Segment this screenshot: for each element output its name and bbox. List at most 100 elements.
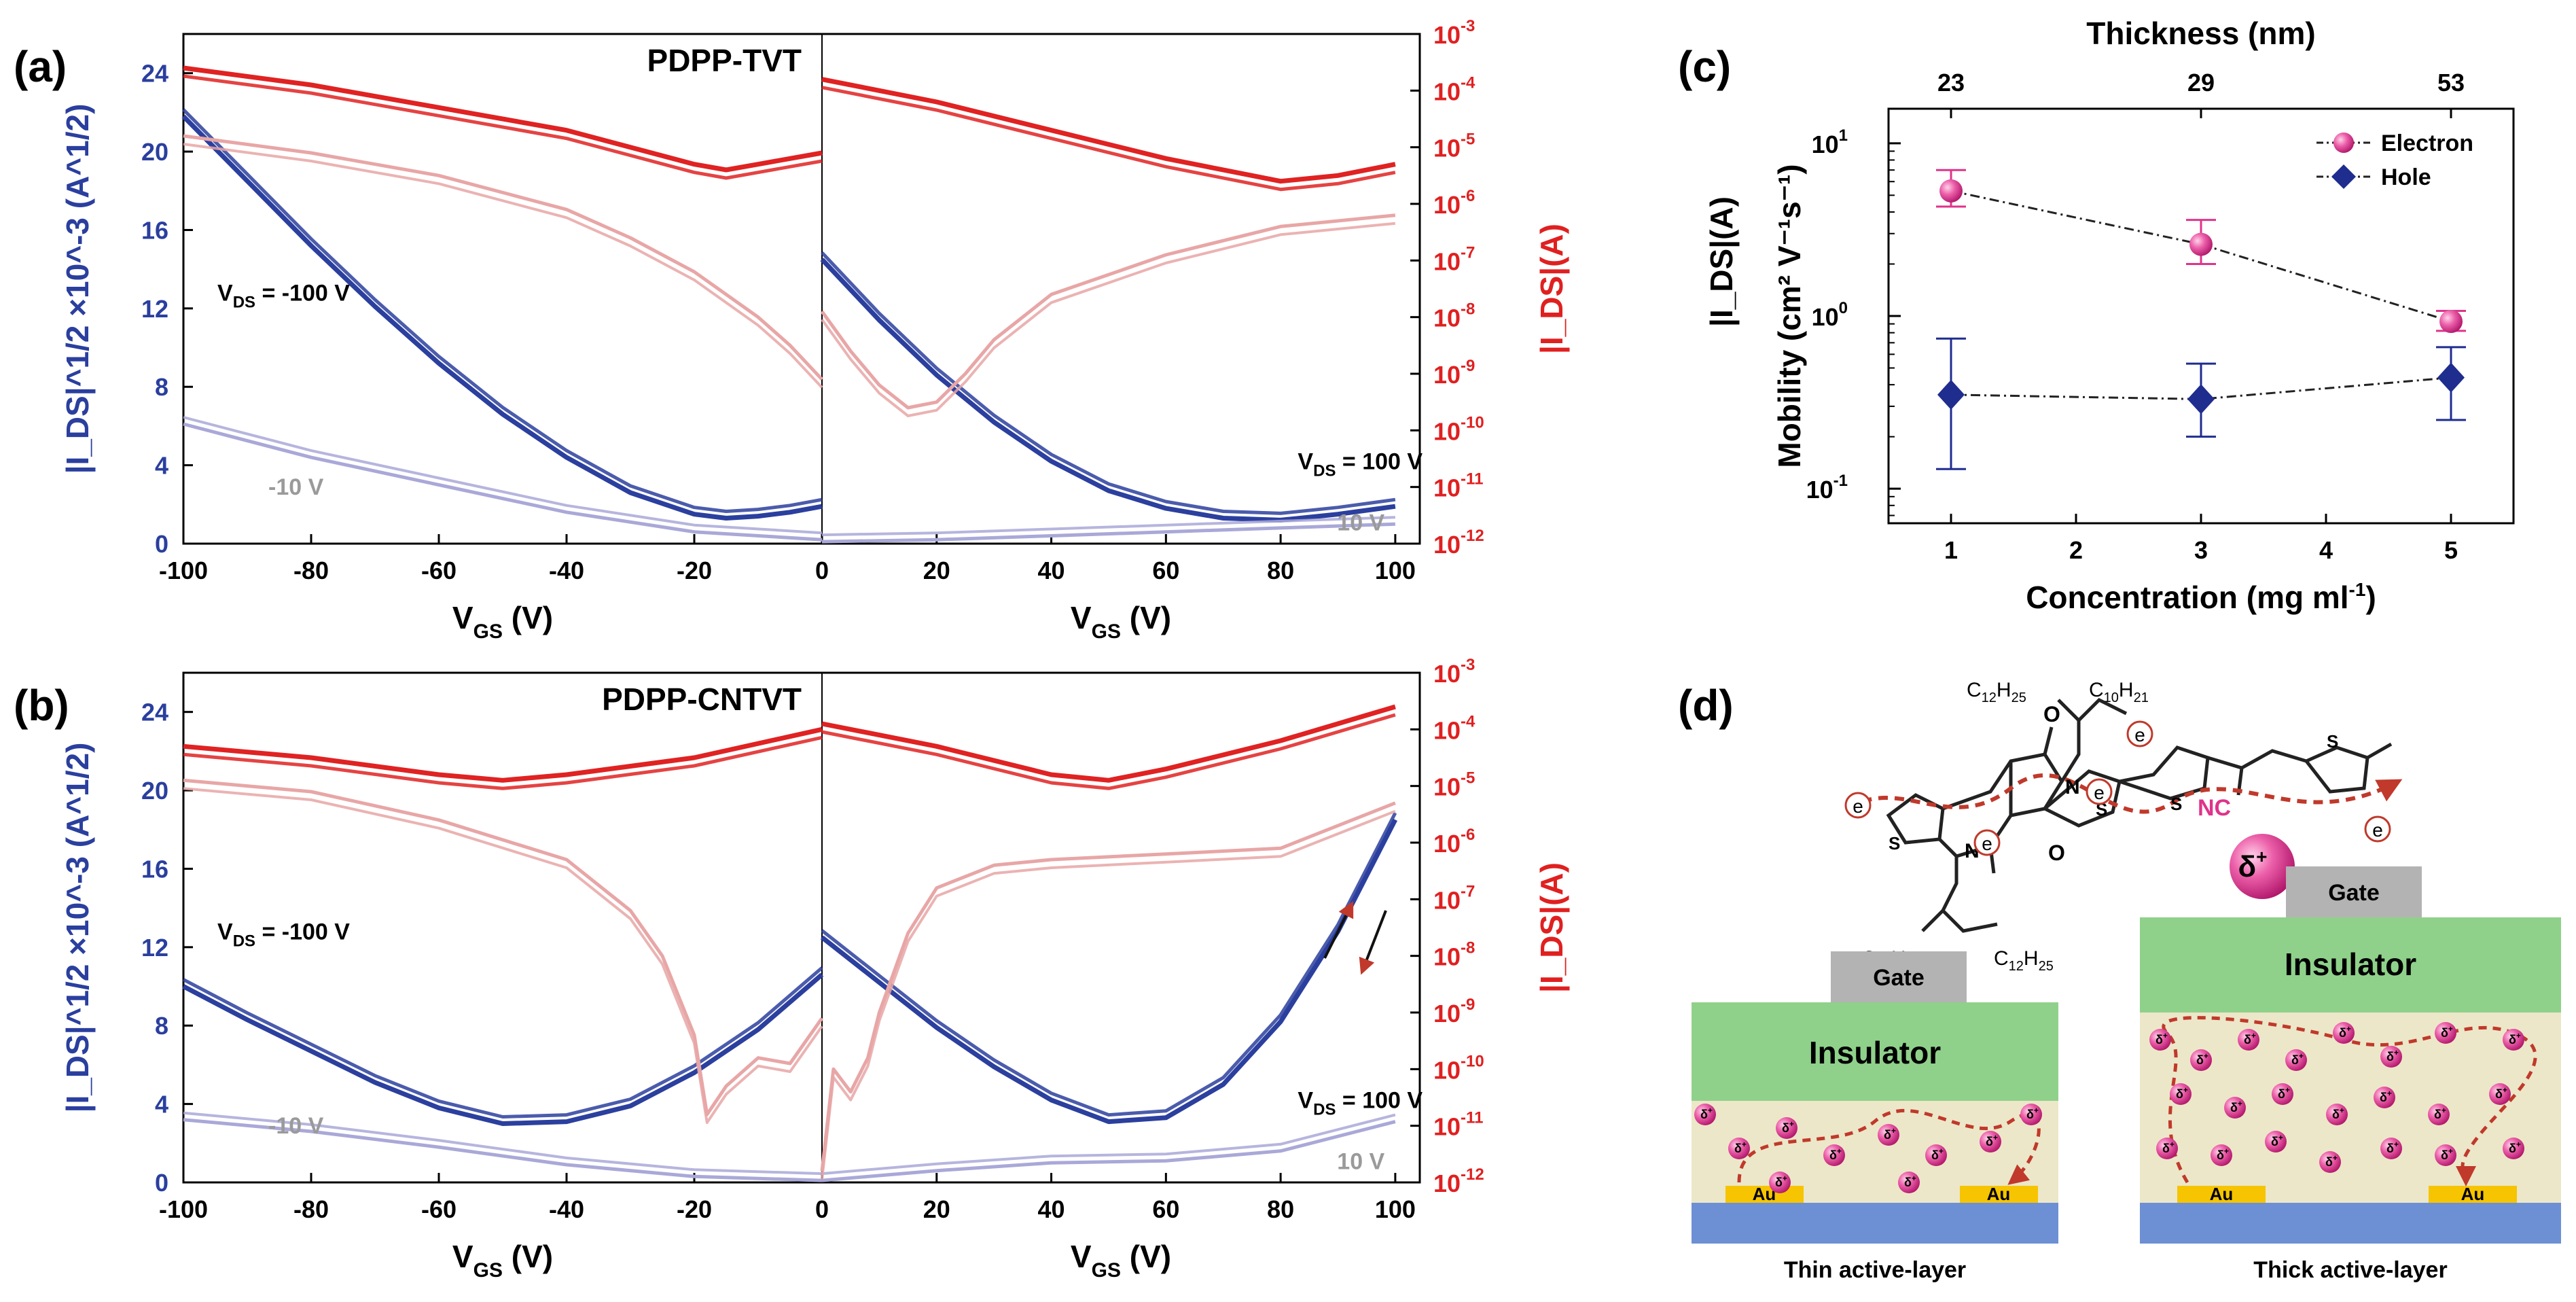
charge-symbol: δ xyxy=(2155,1033,2163,1046)
panel-b: (b) 0481216202410-310-410-510-610-710-81… xyxy=(14,656,1569,1282)
xtick-label: -60 xyxy=(421,1195,457,1223)
ytick-right-label: 10-3 xyxy=(1433,17,1475,49)
charge-sign: + xyxy=(1912,1174,1916,1183)
charge-symbol: δ xyxy=(2339,1026,2346,1040)
vds-label-right-low: 10 V xyxy=(1337,510,1384,535)
svg-text:e: e xyxy=(2372,820,2383,841)
charge-label: δ+ xyxy=(2026,1106,2039,1121)
x-axis-title-sub: GS xyxy=(473,1259,503,1282)
charge-sign: + xyxy=(2278,1133,2283,1142)
panel-label-b: (b) xyxy=(14,681,69,730)
xtick-label: 60 xyxy=(1152,1195,1179,1223)
ytick-right-label: 10-4 xyxy=(1433,712,1475,744)
thick-device: Gate Insulator Au Au δ+δ+δ+δ+δ+δ+δ+δ+δ+δ… xyxy=(2140,866,2561,1283)
charge-sign: + xyxy=(2448,1146,2453,1156)
charge-symbol: δ xyxy=(1986,1135,1993,1148)
x-axis-title-sub: GS xyxy=(1092,620,1121,643)
x-axis-title-unit: (V) xyxy=(1121,600,1171,635)
ytick-right-base: 10 xyxy=(1433,943,1461,971)
data-point-electron xyxy=(2439,310,2463,334)
series-line-hysteresis-5 xyxy=(821,1113,1396,1176)
charge-symbol: δ xyxy=(2325,1155,2333,1169)
thick-electrode-left xyxy=(2177,1186,2266,1203)
ytick-right-base: 10 xyxy=(1433,773,1461,801)
ytick-right-exp: -11 xyxy=(1461,1109,1483,1127)
ytick-right-label: 10-8 xyxy=(1433,300,1475,332)
charge-label: δ+ xyxy=(2155,1031,2168,1046)
charge-symbol: δ xyxy=(2244,1033,2251,1046)
ytick-right-exp: -4 xyxy=(1461,73,1475,92)
series-line-hysteresis-4 xyxy=(821,251,1396,515)
charge-ball xyxy=(1878,1124,1899,1146)
xtick-label: 100 xyxy=(1375,557,1416,584)
charge-symbol: δ xyxy=(2386,1142,2394,1155)
charge-sign: + xyxy=(2299,1051,2304,1061)
y-axis-title-left: |I_DS|^1/2 ×10^-3 (A^1/2) xyxy=(60,104,95,474)
charge-sign: + xyxy=(2170,1140,2175,1149)
charge-label: δ+ xyxy=(1700,1106,1713,1121)
molecule-structure xyxy=(1886,697,2393,933)
alkyl-chain-bottom xyxy=(1921,856,1998,933)
vds-label-left: VDS = -100 V xyxy=(217,919,350,950)
ytick-right-base: 10 xyxy=(1433,1000,1461,1027)
thick-active-layer xyxy=(2140,1013,2561,1203)
ytick-right-base: 10 xyxy=(1433,886,1461,914)
thick-electrode-right xyxy=(2429,1186,2517,1203)
atom-n-top: N xyxy=(2065,776,2080,798)
thiophene-ring-2 xyxy=(2041,769,2122,828)
charge-sign: + xyxy=(2441,1106,2446,1115)
charge-symbol: δ xyxy=(1782,1121,1789,1135)
series-line-hysteresis-3 xyxy=(183,143,823,389)
x-axis-title-main: V xyxy=(1071,1239,1092,1274)
atom-s-4: S xyxy=(2327,731,2338,752)
charge-symbol: δ xyxy=(1829,1148,1837,1162)
thick-transport-path xyxy=(2162,1016,2537,1186)
sweep-arrow-up xyxy=(1323,900,1354,959)
charge-sign: + xyxy=(2394,1048,2399,1057)
vds-right-main: V xyxy=(1298,1087,1313,1113)
charge-ball xyxy=(1898,1172,1920,1193)
charge-ball xyxy=(2211,1144,2232,1166)
thick-gate xyxy=(2286,866,2422,917)
charge-ball xyxy=(1769,1172,1791,1193)
plot-frame xyxy=(182,33,1421,545)
svg-text:δ+: δ+ xyxy=(2238,846,2267,883)
chain-label-bottom2: C12H25 xyxy=(1994,947,2054,974)
charge-label: δ+ xyxy=(2495,1085,2507,1101)
x-axis-title-unit: (V) xyxy=(503,1239,553,1274)
charge-symbol: δ xyxy=(2332,1108,2340,1121)
vds-label-right-low: 10 V xyxy=(1337,1148,1384,1174)
top-axis-title: Thickness (nm) xyxy=(2086,16,2315,51)
charge-ball xyxy=(2333,1022,2355,1044)
ytick-right-base: 10 xyxy=(1433,77,1461,105)
ytick-right-base: 10 xyxy=(1433,191,1461,219)
charge-label: δ+ xyxy=(2509,1031,2521,1046)
electron-marker: e xyxy=(2126,720,2153,747)
series-line-1 xyxy=(183,422,823,542)
electron-marker: e xyxy=(1844,792,1872,819)
series-line-hysteresis-0 xyxy=(182,108,823,513)
charge-ball xyxy=(1694,1104,1716,1125)
ytick-right-base: 10 xyxy=(1433,716,1461,744)
charge-sign: + xyxy=(2163,1031,2168,1040)
ytick-right-label: 10-6 xyxy=(1433,826,1475,858)
vds-left-main: V xyxy=(217,919,233,945)
ytick-right-base: 10 xyxy=(1433,135,1461,162)
panel-label-a: (a) xyxy=(14,42,67,91)
x-axis-title-main: Concentration (mg ml xyxy=(2026,580,2348,615)
charge-ball xyxy=(2156,1138,2178,1159)
delta-plus-ball: δ+ xyxy=(2230,834,2295,899)
xtick-label: -100 xyxy=(159,1195,208,1223)
ytick-right-label: 10-11 xyxy=(1433,1109,1483,1141)
ytick-right-label: 10-7 xyxy=(1433,882,1475,914)
vds-right-sub: DS xyxy=(1313,461,1336,480)
series-line-5 xyxy=(821,522,1395,544)
ytick-right-label: 10-4 xyxy=(1433,73,1475,105)
ytick-right-exp: -3 xyxy=(1461,17,1475,35)
vds-right-main: V xyxy=(1298,448,1313,474)
charge-label: δ+ xyxy=(2332,1106,2344,1121)
dpp-core xyxy=(1938,752,2064,858)
charge-symbol: δ xyxy=(2176,1087,2183,1101)
charge-sign: + xyxy=(2448,1024,2453,1034)
thin-caption: Thin active-layer xyxy=(1784,1257,1966,1283)
